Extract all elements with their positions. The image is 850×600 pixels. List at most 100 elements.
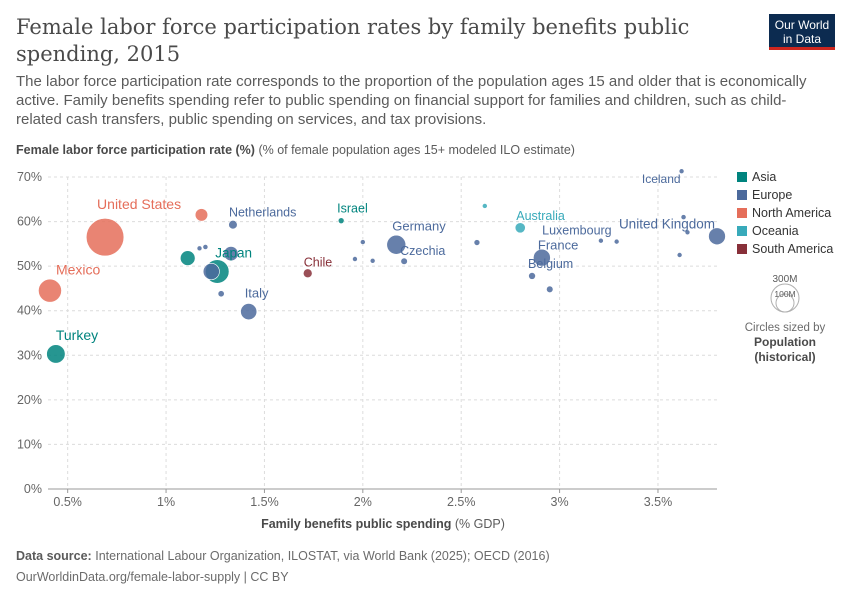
label-turkey: Turkey [56,327,98,343]
x-tick-label: 3% [551,495,569,509]
point-country-31[interactable] [684,229,691,236]
point-mexico[interactable] [38,278,62,303]
point-israel[interactable] [337,217,345,224]
label-belgium: Belgium [528,257,573,271]
legend-item-north-america[interactable]: North America [737,204,849,222]
label-france: France [538,238,578,253]
y-tick-label: 50% [17,259,42,273]
point-country-9[interactable] [202,263,220,280]
point-country-20[interactable] [473,239,481,246]
label-iceland: Iceland [642,172,681,186]
y-tick-label: 60% [17,215,42,229]
point-country-8[interactable] [223,246,239,262]
size-legend-big-label: 300M [772,274,797,285]
size-note-line-1: Circles sized by [744,322,826,334]
legend-item-south-america[interactable]: South America [737,240,849,258]
footer-url[interactable]: OurWorldinData.org/female-labor-supply |… [16,570,289,584]
legend-item-europe[interactable]: Europe [737,186,849,204]
size-legend: 300M 100M Circles sized by Population (h… [737,272,833,365]
point-netherlands[interactable] [228,220,238,230]
legend-label: Europe [752,188,793,202]
label-chile: Chile [304,255,333,269]
point-labels: United States Mexico Turkey Japan Israel Neth… [56,172,715,343]
legend-label: South America [752,242,834,256]
logo-line-1: Our World [774,18,830,32]
y-tick-label: 0% [24,482,42,496]
point-italy[interactable] [240,303,258,321]
y-axis-label: Female labor force participation rate (%… [16,143,575,157]
x-tick-label: 1.5% [250,495,279,509]
label-japan: Japan [215,245,252,260]
y-tick-label: 30% [17,348,42,362]
size-legend-small-label: 100M [774,289,795,299]
legend-swatch [737,172,747,182]
y-tick-label: 20% [17,393,42,407]
size-legend-note: Circles sized by Population (historical) [737,321,833,365]
label-netherlands: Netherlands [229,206,296,220]
label-mexico: Mexico [56,262,101,278]
label-germany: Germany [392,219,446,234]
point-country-30[interactable] [680,214,687,220]
point-united-kingdom[interactable] [708,227,726,246]
point-luxembourg[interactable] [613,238,620,245]
point-country-15[interactable] [352,256,358,262]
x-tick-label: 1% [157,495,175,509]
size-legend-small-circle [775,293,795,313]
point-country-12[interactable] [217,290,225,298]
y-tick-label: 70% [17,170,42,184]
x-tick-label: 0.5% [53,495,82,509]
point-germany[interactable] [386,234,407,255]
legend-label: North America [752,206,832,220]
point-france[interactable] [533,248,551,267]
point-australia[interactable] [514,222,526,234]
point-country-16[interactable] [360,239,366,245]
point-chile[interactable] [302,268,313,279]
point-belgium[interactable] [528,272,536,280]
y-tick-label: 10% [17,437,42,451]
point-country-1[interactable] [194,208,209,222]
tick-labels: 0% 10% 20% 30% 40% 50% 60% 70% 0.5% 1% 1.5% 2% 2.5% 3… [17,170,672,509]
point-country-17[interactable] [369,257,376,264]
legend-swatch [737,190,747,200]
x-axis-label: Family benefits public spending (% GDP) [261,517,505,531]
point-country-21[interactable] [482,203,488,209]
point-country-10[interactable] [196,245,203,252]
legend-item-asia[interactable]: Asia [737,168,849,186]
label-united-kingdom: United Kingdom [619,216,715,231]
label-luxembourg: Luxembourg [542,224,612,238]
owid-logo[interactable]: Our World in Data [769,14,835,50]
point-iceland[interactable] [678,168,685,175]
point-country-25[interactable] [546,285,554,293]
point-country-5[interactable] [179,250,196,266]
legend-item-oceania[interactable]: Oceania [737,222,849,240]
legend-swatch [737,244,747,254]
legend-label: Oceania [752,224,799,238]
x-axis-label-detail: (% GDP) [455,517,505,531]
point-country-26[interactable] [598,237,604,244]
x-axis-label-main: Family benefits public spending [261,517,451,531]
x-tick-label: 2.5% [447,495,476,509]
y-axis-label-detail: (% of female population ages 15+ modeled… [258,143,575,157]
size-legend-circles: 300M 100M [770,274,800,313]
y-axis-label-main: Female labor force participation rate (%… [16,143,255,157]
size-note-line-3: (historical) [754,350,816,364]
data-source-label: Data source: [16,549,92,563]
point-czechia[interactable] [400,257,408,265]
point-country-11[interactable] [202,244,209,250]
region-legend[interactable]: Asia Europe North America Oceania South Amer… [737,168,849,258]
point-united-states[interactable] [85,218,125,257]
data-source: Data source: International Labour Organi… [16,549,550,563]
legend-label: Asia [752,170,777,184]
label-czechia: Czechia [400,244,445,258]
chart-subtitle: The labor force participation rate corre… [16,73,807,128]
data-points[interactable] [38,168,726,364]
y-tick-label: 40% [17,304,42,318]
grid-lines [48,176,717,493]
label-united-states: United States [97,196,181,212]
label-australia: Australia [516,209,565,223]
point-country-29[interactable] [676,252,683,258]
point-turkey[interactable] [46,344,66,364]
label-israel: Israel [337,202,368,216]
logo-line-2: in Data [782,32,822,46]
